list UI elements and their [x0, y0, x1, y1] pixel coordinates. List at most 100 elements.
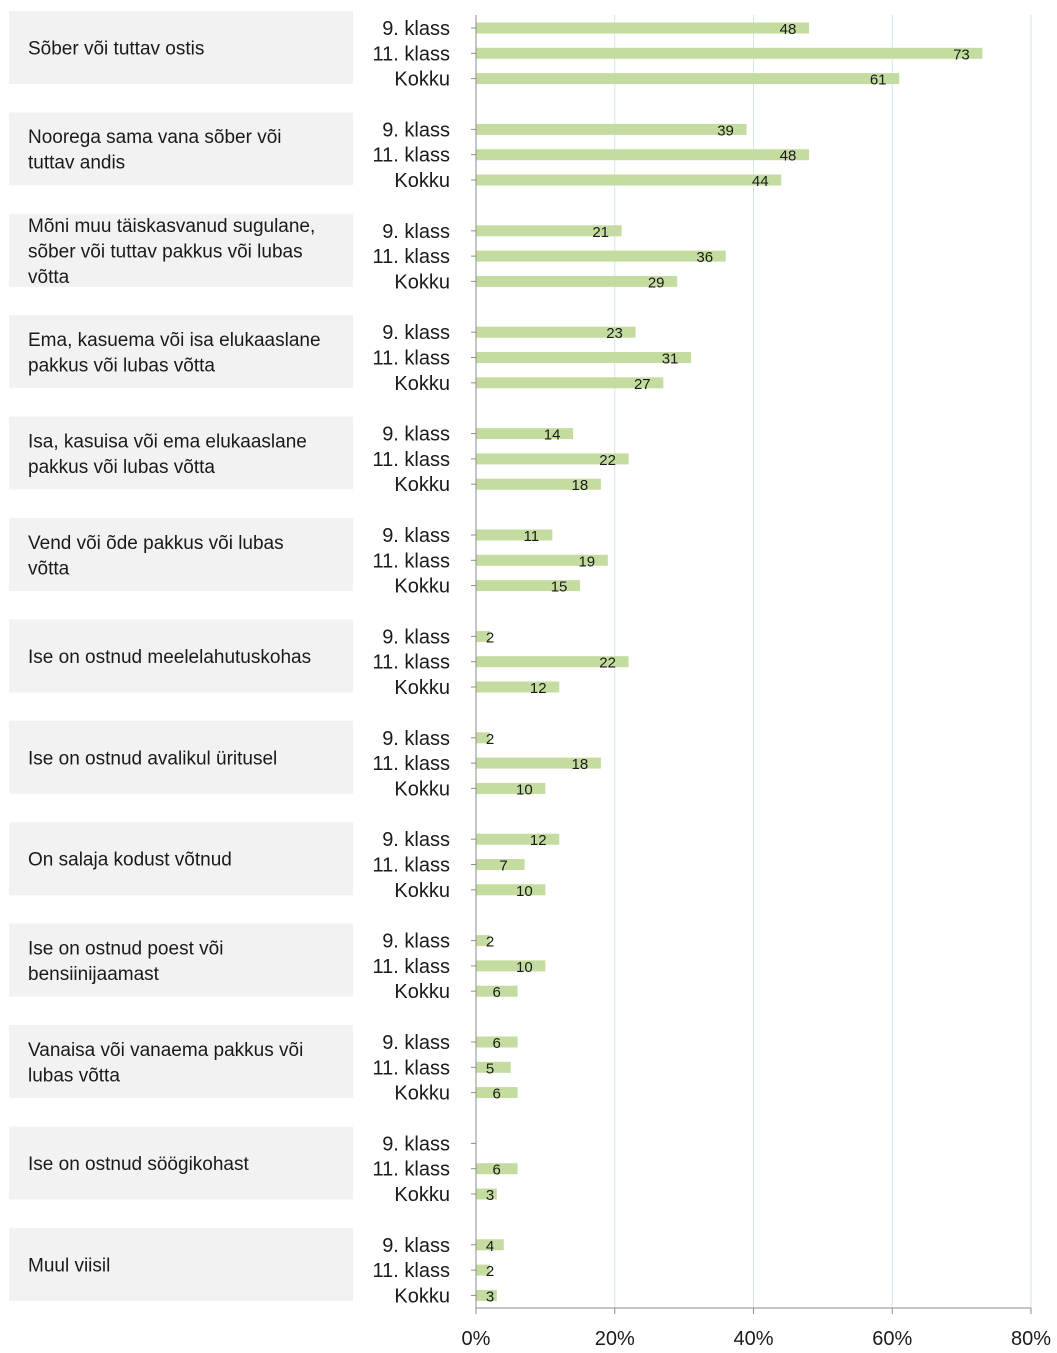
category-label: sõber või tuttav pakkus või lubas	[28, 241, 303, 262]
group-label: Kokku	[394, 1184, 450, 1206]
bar	[476, 149, 809, 161]
category-label: võtta	[28, 267, 70, 288]
x-tick-label: 60%	[872, 1328, 912, 1350]
category-label: pakkus või lubas võtta	[28, 457, 215, 478]
group-label: 11. klass	[373, 550, 450, 572]
data-label: 6	[492, 1162, 500, 1179]
category-label: Ise on ostnud avalikul üritusel	[28, 748, 277, 769]
data-label: 48	[780, 148, 797, 165]
data-label: 2	[486, 1263, 494, 1280]
bar	[476, 580, 581, 592]
data-label: 2	[486, 934, 494, 951]
data-label: 2	[486, 629, 494, 646]
bar	[476, 782, 546, 794]
bar	[476, 681, 560, 693]
group-label: Kokku	[394, 880, 450, 902]
data-label: 22	[599, 452, 616, 469]
group-label: 11. klass	[373, 956, 450, 978]
data-label: 7	[499, 858, 507, 875]
data-label: 6	[492, 1035, 500, 1052]
bar	[476, 47, 983, 59]
bar	[476, 1061, 511, 1073]
category-box	[9, 619, 353, 693]
bar	[476, 833, 560, 845]
x-tick-label: 20%	[595, 1328, 635, 1350]
group-label: Kokku	[394, 576, 450, 598]
data-label: 12	[530, 832, 547, 849]
category-label: võtta	[28, 558, 70, 579]
category-box	[9, 416, 353, 490]
group-label: 11. klass	[373, 246, 450, 268]
bar	[476, 935, 490, 947]
group-label: 11. klass	[373, 753, 450, 775]
category-label: Ise on ostnud meelelahutuskohas	[28, 647, 311, 668]
bar	[476, 884, 546, 896]
data-label: 48	[780, 21, 797, 38]
bar	[476, 377, 664, 389]
category-label: Vend või õde pakkus või lubas	[28, 533, 284, 554]
group-label: Kokku	[394, 677, 450, 699]
data-label: 39	[717, 122, 734, 139]
data-label: 15	[551, 579, 568, 596]
category-box	[9, 720, 353, 794]
data-label: 4	[486, 1238, 494, 1255]
group-label: Kokku	[394, 1285, 450, 1307]
data-label: 61	[870, 72, 887, 89]
data-label: 29	[648, 274, 665, 291]
data-label: 36	[696, 249, 713, 266]
bar	[476, 275, 678, 287]
data-label: 6	[492, 1086, 500, 1103]
category-box	[9, 213, 353, 287]
data-label: 3	[486, 1187, 494, 1204]
bar	[476, 960, 546, 972]
bar	[476, 732, 490, 744]
x-tick-label: 80%	[1011, 1328, 1051, 1350]
bar	[476, 73, 900, 85]
data-label: 27	[634, 376, 651, 393]
group-label: 11. klass	[373, 43, 450, 65]
data-label: 23	[606, 325, 623, 342]
bar	[476, 478, 601, 490]
bar	[476, 1264, 490, 1276]
group-label: 9. klass	[382, 322, 450, 344]
group-label: Kokku	[394, 474, 450, 496]
category-label: Ema, kasuema või isa elukaaslane	[28, 330, 321, 351]
group-label: 9. klass	[382, 829, 450, 851]
category-label: Sõber või tuttav ostis	[28, 39, 204, 60]
group-label: 11. klass	[373, 449, 450, 471]
data-label: 18	[572, 477, 589, 494]
group-label: 9. klass	[382, 525, 450, 547]
category-label: Vanaisa või vanaema pakkus või	[28, 1040, 303, 1061]
category-box	[9, 112, 353, 186]
bar	[476, 859, 525, 870]
group-label: 11. klass	[373, 1057, 450, 1079]
category-box	[9, 1227, 353, 1301]
data-label: 5	[486, 1060, 494, 1077]
group-label: Kokku	[394, 981, 450, 1003]
group-label: 11. klass	[373, 145, 450, 167]
data-label: 73	[953, 46, 970, 63]
bar	[476, 174, 782, 186]
data-label: 18	[572, 756, 589, 773]
category-label: bensiinijaamast	[28, 964, 160, 985]
bar	[476, 1163, 518, 1175]
category-box	[9, 822, 353, 896]
data-label: 10	[516, 781, 533, 798]
group-label: 11. klass	[373, 652, 450, 674]
data-label: 2	[486, 731, 494, 748]
group-label: 9. klass	[382, 424, 450, 446]
group-label: Kokku	[394, 1083, 450, 1105]
group-label: 9. klass	[382, 1032, 450, 1054]
category-box	[9, 1126, 353, 1200]
group-label: Kokku	[394, 271, 450, 293]
group-label: 11. klass	[373, 1260, 450, 1282]
data-label: 10	[516, 883, 533, 900]
group-label: 11. klass	[373, 855, 450, 877]
category-label: tuttav andis	[28, 153, 125, 174]
bar	[476, 453, 629, 465]
category-label: Mõni muu täiskasvanud sugulane,	[28, 216, 315, 237]
category-label: Ise on ostnud poest või	[28, 938, 223, 959]
group-label: 9. klass	[382, 119, 450, 141]
bar	[476, 1087, 518, 1099]
